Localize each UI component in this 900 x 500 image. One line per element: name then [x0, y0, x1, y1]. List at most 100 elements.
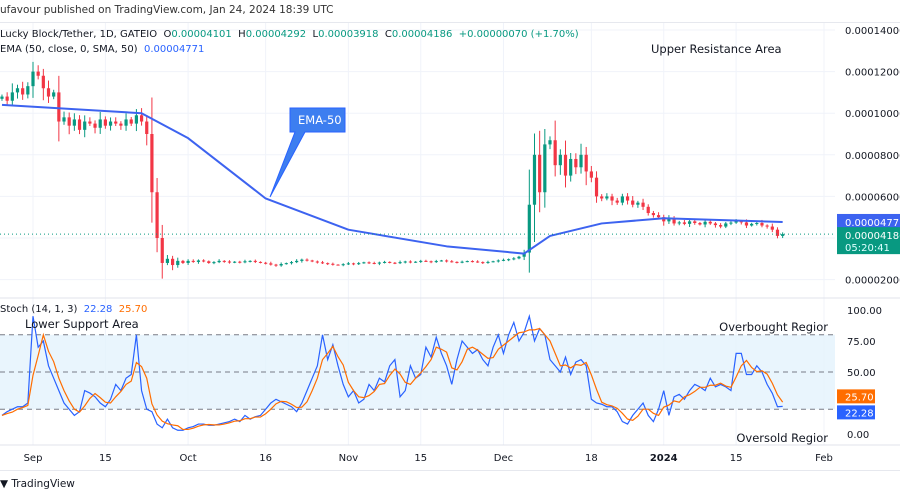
stoch-tick-label: 0.00 — [847, 430, 869, 441]
candle-body — [693, 221, 697, 224]
time-tick-label: 16 — [259, 453, 272, 464]
candle-body — [170, 258, 175, 266]
stoch-tick-label: 100.00 — [847, 306, 882, 317]
ema-callout-shape — [269, 107, 346, 198]
candle-body — [610, 196, 614, 201]
candle-body — [258, 261, 263, 263]
candle-body — [26, 86, 30, 95]
candle-body — [687, 221, 692, 224]
candle-body — [21, 88, 25, 95]
candle-body — [734, 221, 738, 223]
chart-canvas[interactable]: 0.00014000 0.00012000 0.00010000 0.00008000… — [0, 0, 900, 470]
candle-body — [677, 222, 681, 224]
candle-body — [719, 225, 723, 227]
candle-body — [186, 260, 190, 263]
tradingview-logo[interactable]: ▼ TradingView — [0, 478, 75, 490]
ema-legend[interactable]: EMA (50, close, 0, SMA, 50) 0.00004771 — [0, 44, 204, 55]
candle-body — [646, 206, 650, 214]
candle-body — [625, 196, 630, 201]
candle-body — [212, 262, 216, 264]
open-value: 0.00004101 — [171, 29, 232, 40]
candle-body — [377, 262, 381, 264]
candle-body — [191, 260, 195, 262]
price-tick-label: 0.00012000 — [845, 68, 900, 79]
symbol-name[interactable]: Lucky Block/Tether, 1D, GATEIO — [0, 29, 158, 40]
candle-body — [501, 259, 506, 261]
price-tick-label: 0.00014000 — [845, 26, 900, 37]
candle-body — [46, 88, 51, 97]
countdown-label: 05:20:41 — [845, 243, 890, 254]
candle-body — [269, 263, 273, 265]
stoch-d-badge — [837, 389, 875, 404]
candle-body — [584, 154, 588, 172]
time-tick-label: Feb — [815, 453, 833, 464]
candle-body — [264, 262, 268, 264]
candle-body — [532, 154, 537, 205]
stoch-k-badge-label: 22.28 — [845, 408, 874, 419]
candle-body — [739, 221, 743, 223]
candle-body — [465, 261, 469, 263]
ema-callout-label: EMA-50 — [298, 113, 342, 127]
candle-body — [67, 117, 71, 126]
candle-body — [507, 259, 511, 261]
candle-body — [579, 154, 583, 168]
candle-body — [543, 144, 547, 193]
candle-body — [413, 261, 418, 263]
candle-body — [150, 134, 154, 193]
candle-body — [362, 262, 366, 264]
candle-body — [455, 261, 459, 263]
candle-body — [527, 204, 531, 253]
candle-body — [703, 221, 707, 225]
candle-body — [114, 121, 118, 124]
candle-body — [222, 260, 226, 262]
candle-body — [382, 261, 387, 263]
candle-body — [398, 262, 402, 264]
stoch-legend[interactable]: Stoch (14, 1, 3) 22.28 25.70 — [0, 304, 147, 315]
candle-body — [724, 223, 728, 227]
candle-body — [765, 225, 769, 227]
candle-body — [600, 196, 604, 199]
candle-body — [636, 202, 640, 205]
candle-body — [284, 263, 288, 265]
divider — [0, 470, 900, 471]
candle-body — [408, 261, 413, 263]
candle-body — [553, 140, 557, 166]
candle-body — [326, 263, 330, 265]
candle-body — [662, 217, 666, 222]
candle-body — [589, 171, 593, 178]
candle-body — [351, 263, 356, 265]
overbought-annotation: Overbought Regior — [719, 320, 828, 334]
candle-body — [770, 226, 774, 230]
candle-body — [15, 88, 20, 93]
candle-body — [320, 262, 325, 264]
candle-body — [434, 261, 438, 263]
time-tick-label: 18 — [585, 453, 598, 464]
candle-body — [713, 223, 718, 226]
upper-resistance-annotation: Upper Resistance Area — [651, 42, 782, 56]
time-tick-label: 15 — [99, 453, 112, 464]
close-value: 0.00004186 — [391, 29, 453, 40]
stoch-k-line — [1, 313, 783, 431]
candle-body — [233, 261, 237, 263]
candle-body — [103, 119, 107, 126]
price-tick-label: 0.00006000 — [845, 192, 900, 203]
candle-body — [439, 260, 444, 262]
candle-body — [129, 119, 133, 124]
candle-body — [517, 256, 521, 259]
lower-support-annotation: Lower Support Area — [25, 317, 139, 331]
candle-body — [139, 115, 144, 122]
candle-body — [145, 121, 149, 134]
time-tick-label: 15 — [730, 453, 743, 464]
candle-body — [62, 117, 66, 122]
candle-body — [108, 121, 113, 126]
candle-body — [491, 261, 495, 263]
price-tick-label: 0.00008000 — [845, 151, 900, 162]
candle-body — [424, 260, 428, 262]
candle-body — [548, 140, 552, 145]
price-tick-label: 0.00010000 — [845, 109, 900, 120]
candle-body — [419, 260, 423, 262]
candle-body — [196, 260, 201, 262]
candle-body — [372, 262, 376, 264]
candle-body — [5, 96, 9, 101]
